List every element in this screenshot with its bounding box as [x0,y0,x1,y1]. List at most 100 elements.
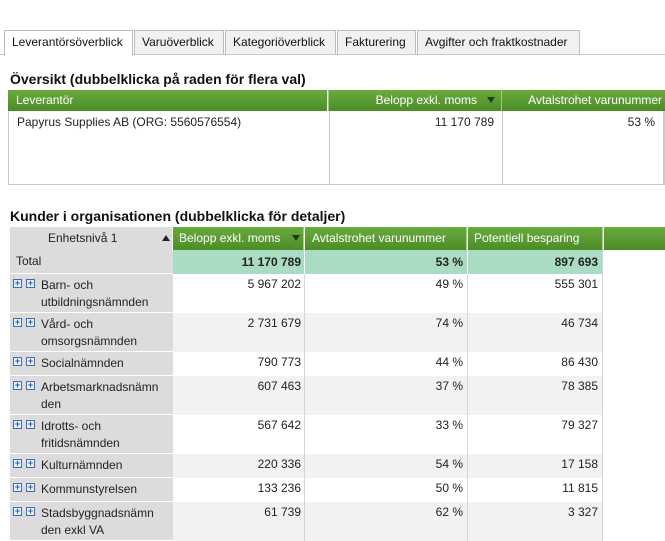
row-label-cell: + + Socialnämnden [10,352,173,376]
col-divider [467,352,468,376]
row-saving: 11 815 [562,481,598,495]
row-amount: 790 773 [257,355,301,369]
drill-icon[interactable]: + [26,356,35,366]
row-label-cell: + + Vård- och omsorgsnämnden [10,313,173,352]
tab-avgifter[interactable]: Avgifter och fraktkostnader [417,30,580,54]
table-row[interactable]: + + Idrotts- och fritidsnämnden 567 642 33 % 7… [10,415,665,454]
row-label: Idrotts- och fritidsnämnden [41,418,169,452]
row-label: Stadsbyggnadsnämn den exkl VA [41,505,169,539]
col-divider [467,502,468,541]
header-supplier[interactable]: Leverantör [8,90,327,111]
col-divider [304,478,305,502]
row-label-cell: + + Kommunstyrelsen [10,478,173,502]
header-filler [604,227,665,250]
total-amount: 11 170 789 [241,255,301,269]
table-row[interactable]: + + Kommunstyrelsen 133 236 50 % 11 815 [10,478,665,502]
header-level-label: Enhetsnivå 1 [48,231,118,245]
drill-icon[interactable]: + [26,419,35,429]
header-amount-cust[interactable]: Belopp exkl. moms [173,227,304,250]
col-divider [602,478,603,502]
drill-icon[interactable]: + [26,380,35,390]
row-amount: 567 642 [257,418,301,432]
header-saving[interactable]: Potentiell besparing [468,227,603,250]
col-divider [467,313,468,352]
drill-icon[interactable]: + [26,506,35,516]
row-loyalty: 50 % [435,481,463,495]
header-loyalty-cust[interactable]: Avtalstrohet varunummer [305,227,467,250]
col-divider [602,352,603,376]
row-amount: 607 463 [257,379,301,393]
col-divider [467,415,468,454]
row-label-line2: fritidsnämnden [41,436,120,450]
row-label: Kulturnämnden [41,457,169,474]
row-saving: 17 158 [561,457,598,471]
col-divider [467,250,468,274]
customers-title: Kunder i organisationen (dubbelklicka fö… [10,208,346,224]
expand-icon[interactable]: + [13,278,22,288]
expand-icon[interactable]: + [13,482,22,492]
col-divider [467,376,468,415]
overview-title: Översikt (dubbelklicka på raden för fler… [10,71,306,87]
tab-fakturering[interactable]: Fakturering [337,30,416,54]
col-divider [602,250,603,274]
row-label-line1: Socialnämnden [41,356,124,370]
table-row[interactable]: + + Kulturnämnden 220 336 54 % 17 158 [10,454,665,478]
expand-icon[interactable]: + [13,458,22,468]
row-label-line2: den exkl VA [41,523,105,537]
header-amount-label: Belopp exkl. moms [375,93,477,107]
col-divider [502,111,503,184]
row-amount: 61 739 [264,505,301,519]
table-row[interactable]: + + Socialnämnden 790 773 44 % 86 430 [10,352,665,376]
row-label-line1: Idrotts- och [41,419,102,433]
drill-icon[interactable]: + [26,482,35,492]
col-divider [304,502,305,541]
supplier-loyalty: 53 % [627,115,655,129]
header-saving-label: Potentiell besparing [474,231,580,245]
col-divider [329,111,330,184]
expand-icon[interactable]: + [13,419,22,429]
table-row[interactable]: + + Barn- och utbildningsnämnden 5 967 202 49… [10,274,665,313]
col-divider [602,454,603,478]
tab-varuoverblick[interactable]: Varuöverblick [134,30,224,54]
row-label-cell: + + Idrotts- och fritidsnämnden [10,415,173,454]
row-label-cell: + + Arbetsmarknadsnämn den [10,376,173,415]
table-row[interactable]: Papyrus Supplies AB (ORG: 5560576554) 11… [9,111,665,133]
drill-icon[interactable]: + [26,278,35,288]
table-row[interactable]: + + Vård- och omsorgsnämnden 2 731 679 74 % 46… [10,313,665,352]
tab-leverantorsoverblick[interactable]: Leverantörsöverblick [4,30,133,56]
row-saving: 78 385 [561,379,598,393]
row-saving: 86 430 [561,355,598,369]
header-loyalty[interactable]: Avtalstrohet varunummer [501,90,665,111]
row-label-line1: Stadsbyggnadsnämn [41,506,154,520]
sort-asc-icon [162,235,170,241]
expand-icon[interactable]: + [13,506,22,516]
expand-icon[interactable]: + [13,356,22,366]
sort-desc-icon [292,235,300,241]
row-saving: 79 327 [561,418,598,432]
row-label-line1: Barn- och [41,278,94,292]
col-divider [467,478,468,502]
row-bg [173,274,603,313]
tab-kategorioverblick[interactable]: Kategoriöverblick [225,30,336,54]
col-divider [467,274,468,313]
header-supplier-label: Leverantör [16,93,74,107]
drill-icon[interactable]: + [26,317,35,327]
total-loyalty: 53 % [435,255,463,269]
col-divider [663,111,664,184]
drill-icon[interactable]: + [26,458,35,468]
row-label: Arbetsmarknadsnämn den [41,379,169,413]
table-row[interactable]: + + Arbetsmarknadsnämn den 607 463 37 % 78 385 [10,376,665,415]
table-row[interactable]: + + Stadsbyggnadsnämn den exkl VA 61 739 62 %… [10,502,665,541]
header-amount[interactable]: Belopp exkl. moms [328,90,501,111]
row-label: Kommunstyrelsen [41,481,169,498]
col-divider [304,415,305,454]
col-divider [602,313,603,352]
header-level[interactable]: Enhetsnivå 1 [10,227,173,250]
row-label: Socialnämnden [41,355,169,372]
expand-icon[interactable]: + [13,317,22,327]
row-saving: 46 734 [561,316,598,330]
row-label-line2: omsorgsnämnden [41,334,138,348]
total-row[interactable]: Total 11 170 789 53 % 897 693 [10,250,665,274]
col-divider [304,250,305,274]
expand-icon[interactable]: + [13,380,22,390]
